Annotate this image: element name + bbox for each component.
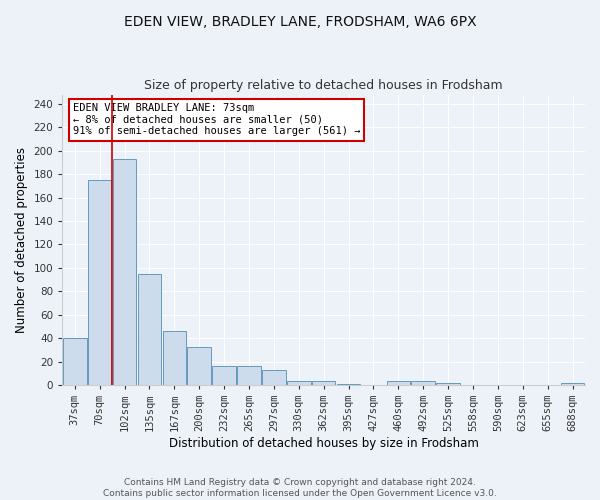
Text: EDEN VIEW BRADLEY LANE: 73sqm
← 8% of detached houses are smaller (50)
91% of se: EDEN VIEW BRADLEY LANE: 73sqm ← 8% of de… [73,104,360,136]
Bar [287,382,311,385]
Bar [212,366,236,385]
Bar [163,331,186,385]
Bar [386,382,410,385]
Bar [561,382,584,385]
Text: EDEN VIEW, BRADLEY LANE, FRODSHAM, WA6 6PX: EDEN VIEW, BRADLEY LANE, FRODSHAM, WA6 6… [124,15,476,29]
X-axis label: Distribution of detached houses by size in Frodsham: Distribution of detached houses by size … [169,437,479,450]
Bar [237,366,261,385]
Bar [63,338,86,385]
Title: Size of property relative to detached houses in Frodsham: Size of property relative to detached ho… [145,79,503,92]
Bar [337,384,361,385]
Bar [113,159,136,385]
Y-axis label: Number of detached properties: Number of detached properties [15,146,28,332]
Bar [137,274,161,385]
Bar [312,382,335,385]
Bar [412,382,435,385]
Bar [88,180,112,385]
Bar [262,370,286,385]
Bar [436,382,460,385]
Text: Contains HM Land Registry data © Crown copyright and database right 2024.
Contai: Contains HM Land Registry data © Crown c… [103,478,497,498]
Bar [187,348,211,385]
